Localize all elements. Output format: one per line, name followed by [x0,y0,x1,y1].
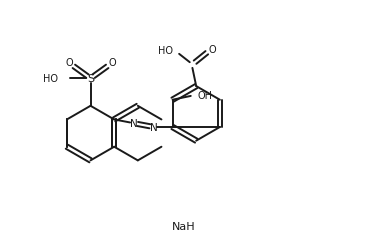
Text: HO: HO [43,74,58,84]
Text: O: O [108,58,116,68]
Text: HO: HO [158,46,173,55]
Text: OH: OH [197,90,212,100]
Text: O: O [65,58,73,68]
Text: O: O [208,44,216,54]
Text: NaH: NaH [172,221,195,231]
Text: N: N [130,119,138,129]
Text: S: S [87,74,94,84]
Text: N: N [150,122,157,133]
